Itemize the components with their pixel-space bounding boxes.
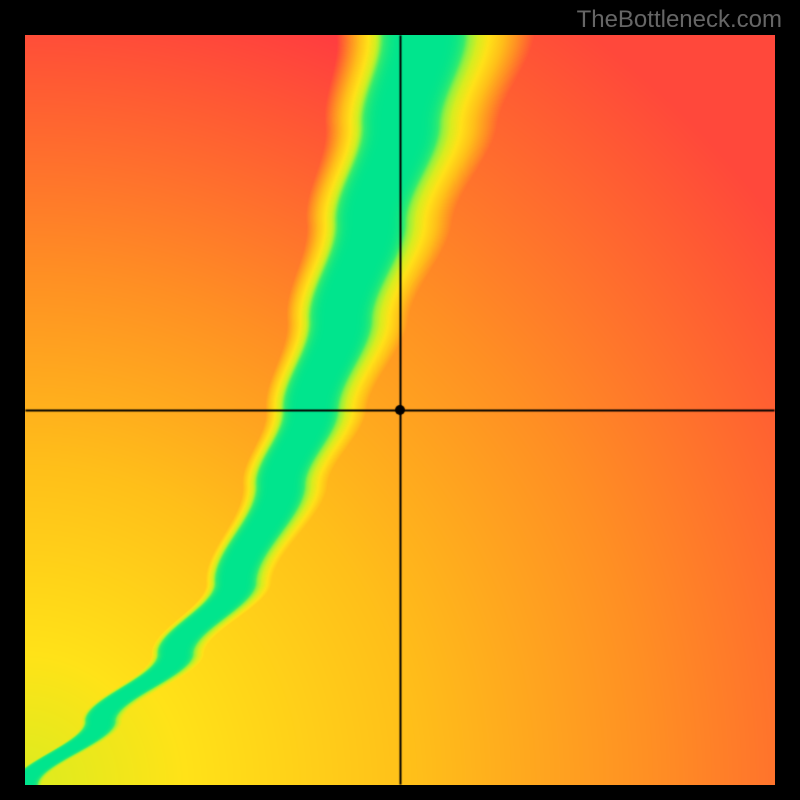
- watermark-text: TheBottleneck.com: [577, 6, 782, 34]
- bottleneck-heatmap: [25, 35, 775, 785]
- chart-container: TheBottleneck.com: [0, 0, 800, 800]
